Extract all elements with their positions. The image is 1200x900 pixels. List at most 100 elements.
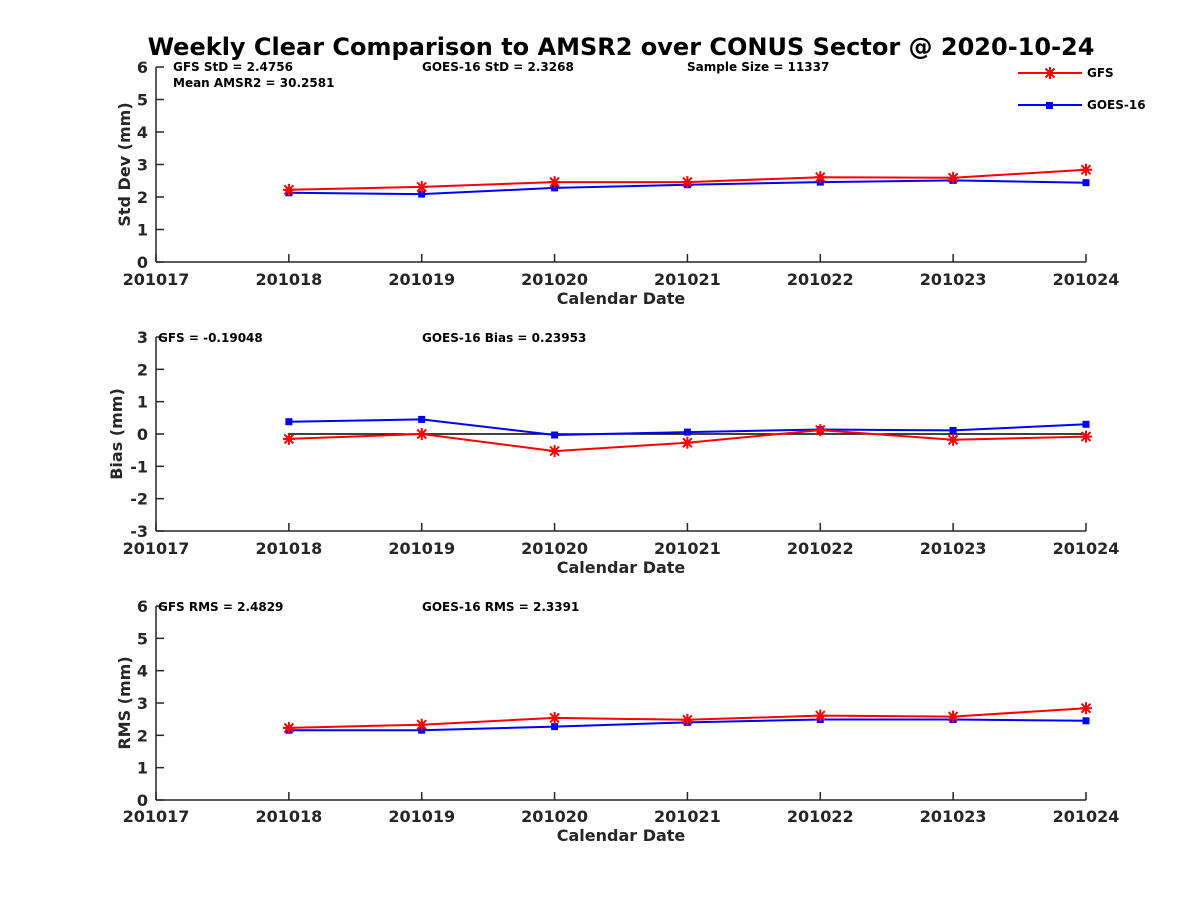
y-tick-label: 4	[137, 662, 148, 681]
y-tick-label: 6	[137, 58, 148, 77]
point-gfs	[415, 718, 428, 731]
point-goes16	[1082, 717, 1090, 725]
point-gfs	[947, 171, 960, 184]
y-tick-label: 0	[137, 791, 148, 810]
point-gfs	[282, 721, 295, 734]
y-tick-label: 1	[137, 393, 148, 412]
x-tick-label: 201021	[654, 539, 721, 558]
chart-panels: 201017 201018 201019 201020 201021 201022 2010…	[107, 58, 1119, 845]
point-goes16	[551, 431, 559, 439]
point-gfs	[282, 432, 295, 445]
point-gfs	[548, 176, 561, 189]
y-tick-label: 5	[137, 91, 148, 110]
x-tick-label: 201021	[654, 270, 721, 289]
y-tick-label: 0	[137, 253, 148, 272]
legend-gfs-label: GFS	[1087, 66, 1114, 80]
y-tick-label: 6	[137, 597, 148, 616]
legend-goes-label: GOES-16	[1087, 98, 1146, 112]
y-tick-label: -3	[130, 522, 148, 541]
y-tick-label: 1	[137, 221, 148, 240]
x-tick-label: 201017	[123, 270, 190, 289]
point-goes16	[1082, 179, 1090, 187]
stat-mean-amsr2: Mean AMSR2 = 30.2581	[173, 76, 334, 90]
point-goes16	[1082, 420, 1090, 428]
point-gfs	[1080, 702, 1092, 715]
point-goes16	[285, 418, 293, 426]
point-gfs	[947, 710, 960, 723]
point-gfs	[681, 713, 694, 726]
legend-goes-marker	[1046, 102, 1053, 109]
y-tick-label: -1	[130, 457, 148, 476]
y-tick-label: 5	[137, 629, 148, 648]
x-tick-label: 201024	[1053, 807, 1120, 826]
x-axis-label: Calendar Date	[557, 289, 686, 308]
y-tick-label: 2	[137, 360, 148, 379]
point-gfs	[681, 436, 694, 449]
y-axis-label: Std Dev (mm)	[115, 102, 134, 226]
point-gfs	[282, 183, 295, 196]
x-axis-label: Calendar Date	[557, 826, 686, 845]
x-tick-label: 201018	[255, 539, 322, 558]
point-goes16	[418, 190, 426, 198]
point-gfs	[415, 428, 428, 440]
point-gfs	[548, 445, 561, 458]
stat-goes16: GOES-16 Bias = 0.23953	[422, 331, 586, 345]
x-tick-label: 201022	[787, 270, 854, 289]
x-tick-label: 201018	[255, 270, 322, 289]
figure-title: Weekly Clear Comparison to AMSR2 over CO…	[148, 33, 1095, 61]
x-tick-label: 201019	[388, 539, 455, 558]
x-tick-label: 201018	[255, 807, 322, 826]
point-gfs	[814, 171, 827, 184]
x-tick-label: 201019	[388, 807, 455, 826]
chart-panel-2: 201017 201018 201019 201020 201021 201022 2010…	[107, 328, 1119, 577]
point-goes16	[418, 415, 426, 423]
x-tick-label: 201022	[787, 539, 854, 558]
x-tick-label: 201024	[1053, 539, 1120, 558]
x-axis-label: Calendar Date	[557, 558, 686, 577]
x-tick-label: 201021	[654, 807, 721, 826]
x-tick-label: 201020	[521, 539, 588, 558]
stat-sample-size: Sample Size = 11337	[687, 60, 829, 74]
y-tick-label: 3	[137, 156, 148, 175]
stat-gfs: GFS StD = 2.4756	[173, 60, 293, 74]
x-tick-label: 201024	[1053, 270, 1120, 289]
point-gfs	[1080, 430, 1092, 443]
y-tick-label: 2	[137, 188, 148, 207]
y-axis-label: RMS (mm)	[115, 656, 134, 749]
y-tick-label: 2	[137, 726, 148, 745]
y-tick-label: -2	[130, 490, 148, 509]
y-tick-label: 3	[137, 694, 148, 713]
point-gfs	[548, 711, 561, 724]
legend-gfs-marker	[1044, 67, 1056, 79]
x-tick-label: 201023	[920, 539, 987, 558]
point-gfs	[814, 424, 827, 437]
x-tick-label: 201020	[521, 807, 588, 826]
stat-goes16: GOES-16 RMS = 2.3391	[422, 600, 579, 614]
y-tick-label: 3	[137, 328, 148, 347]
point-gfs	[415, 180, 428, 193]
y-tick-label: 4	[137, 123, 148, 142]
point-gfs	[1080, 163, 1092, 176]
point-goes16	[551, 723, 559, 731]
chart-panel-3: 201017 201018 201019 201020 201021 201022 2010…	[115, 597, 1119, 845]
point-goes16	[949, 426, 957, 434]
point-goes16	[683, 428, 691, 436]
stat-gfs: GFS RMS = 2.4829	[158, 600, 283, 614]
x-tick-label: 201017	[123, 807, 190, 826]
point-gfs	[814, 709, 827, 722]
stat-goes16: GOES-16 StD = 2.3268	[422, 60, 574, 74]
x-tick-label: 201023	[920, 270, 987, 289]
x-tick-label: 201019	[388, 270, 455, 289]
x-tick-label: 201023	[920, 807, 987, 826]
chart-legend: GFS GOES-16	[1018, 66, 1146, 112]
x-tick-label: 201017	[123, 539, 190, 558]
y-axis-label: Bias (mm)	[107, 388, 126, 480]
point-gfs	[947, 433, 960, 446]
x-tick-label: 201020	[521, 270, 588, 289]
x-tick-label: 201022	[787, 807, 854, 826]
chart-panel-1: 201017 201018 201019 201020 201021 201022 2010…	[115, 58, 1119, 308]
point-gfs	[681, 176, 694, 189]
y-tick-label: 1	[137, 759, 148, 778]
stat-gfs: GFS = -0.19048	[158, 331, 263, 345]
